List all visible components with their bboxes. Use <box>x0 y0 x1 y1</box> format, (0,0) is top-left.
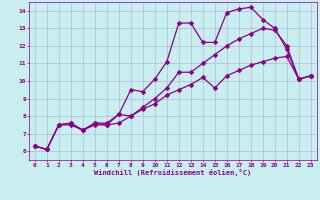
X-axis label: Windchill (Refroidissement éolien,°C): Windchill (Refroidissement éolien,°C) <box>94 169 252 176</box>
